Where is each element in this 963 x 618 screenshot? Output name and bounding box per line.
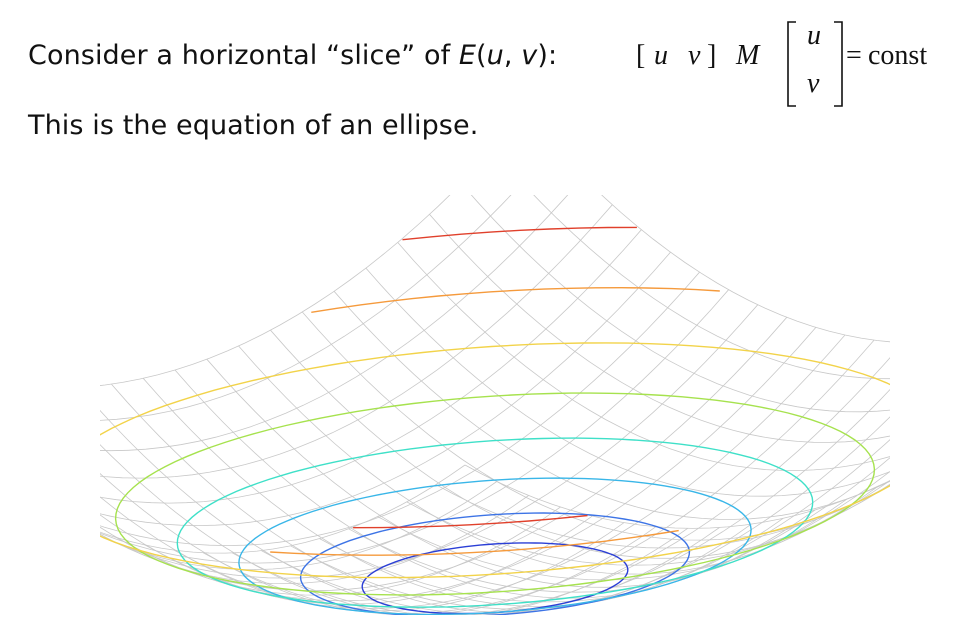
contour-line (100, 342, 890, 579)
contour-line (353, 514, 588, 529)
mesh-line (144, 334, 846, 609)
mesh-line (302, 311, 890, 541)
mesh-line (100, 251, 671, 527)
mesh-line (100, 229, 642, 504)
row-bracket-open: [ (636, 40, 646, 71)
mesh-line (601, 195, 890, 343)
mesh-line (100, 289, 729, 564)
column-vector-brackets (787, 21, 843, 107)
quadratic-form-equation: [ u v ] M u v = const (636, 18, 956, 110)
contour-line (238, 477, 752, 615)
slice-statement: Consider a horizontal “slice” of E(u, v)… (28, 40, 557, 71)
contour-line (114, 392, 876, 596)
ellipse-statement: This is the equation of an ellipse. (28, 110, 479, 141)
mesh-line (470, 195, 890, 413)
equals-sign: = (846, 40, 862, 71)
mesh-line (100, 495, 529, 585)
quadratic-surface-plot (100, 195, 890, 615)
mesh-line (365, 267, 890, 497)
mesh-line (100, 195, 512, 421)
mesh-line (100, 473, 657, 615)
column-v: v (807, 68, 820, 99)
mesh-line (100, 506, 561, 596)
row-bracket-close: ] (707, 40, 717, 71)
surface-mesh (100, 195, 890, 615)
mesh-line (115, 327, 817, 602)
comma: , (503, 40, 522, 71)
close-paren: ): (537, 40, 558, 71)
mesh-line (533, 195, 890, 380)
mesh-line (397, 242, 890, 472)
mesh-line (100, 204, 613, 479)
contour-lines (100, 226, 890, 615)
row-v: v (688, 40, 701, 71)
energy-function-symbol: E (458, 40, 477, 71)
variable-u: u (486, 40, 504, 71)
matrix-m: M (736, 40, 760, 71)
mesh-line (100, 195, 451, 386)
contour-line (270, 529, 679, 556)
mesh-line (333, 291, 890, 520)
slice-statement-prefix: Consider a horizontal “slice” of (28, 40, 459, 71)
column-u: u (807, 20, 821, 51)
mesh-line (232, 388, 890, 615)
contour-line (402, 226, 637, 241)
mesh-line (100, 271, 700, 547)
const-term: const (868, 40, 928, 71)
open-paren: ( (476, 40, 487, 71)
mesh-line (429, 214, 890, 443)
mesh-line (100, 304, 758, 579)
contour-line (311, 286, 720, 313)
mesh-line (270, 329, 890, 559)
contour-line (176, 437, 814, 608)
variable-v: v (521, 40, 538, 71)
row-u: u (654, 40, 668, 71)
mesh-line (100, 195, 569, 452)
